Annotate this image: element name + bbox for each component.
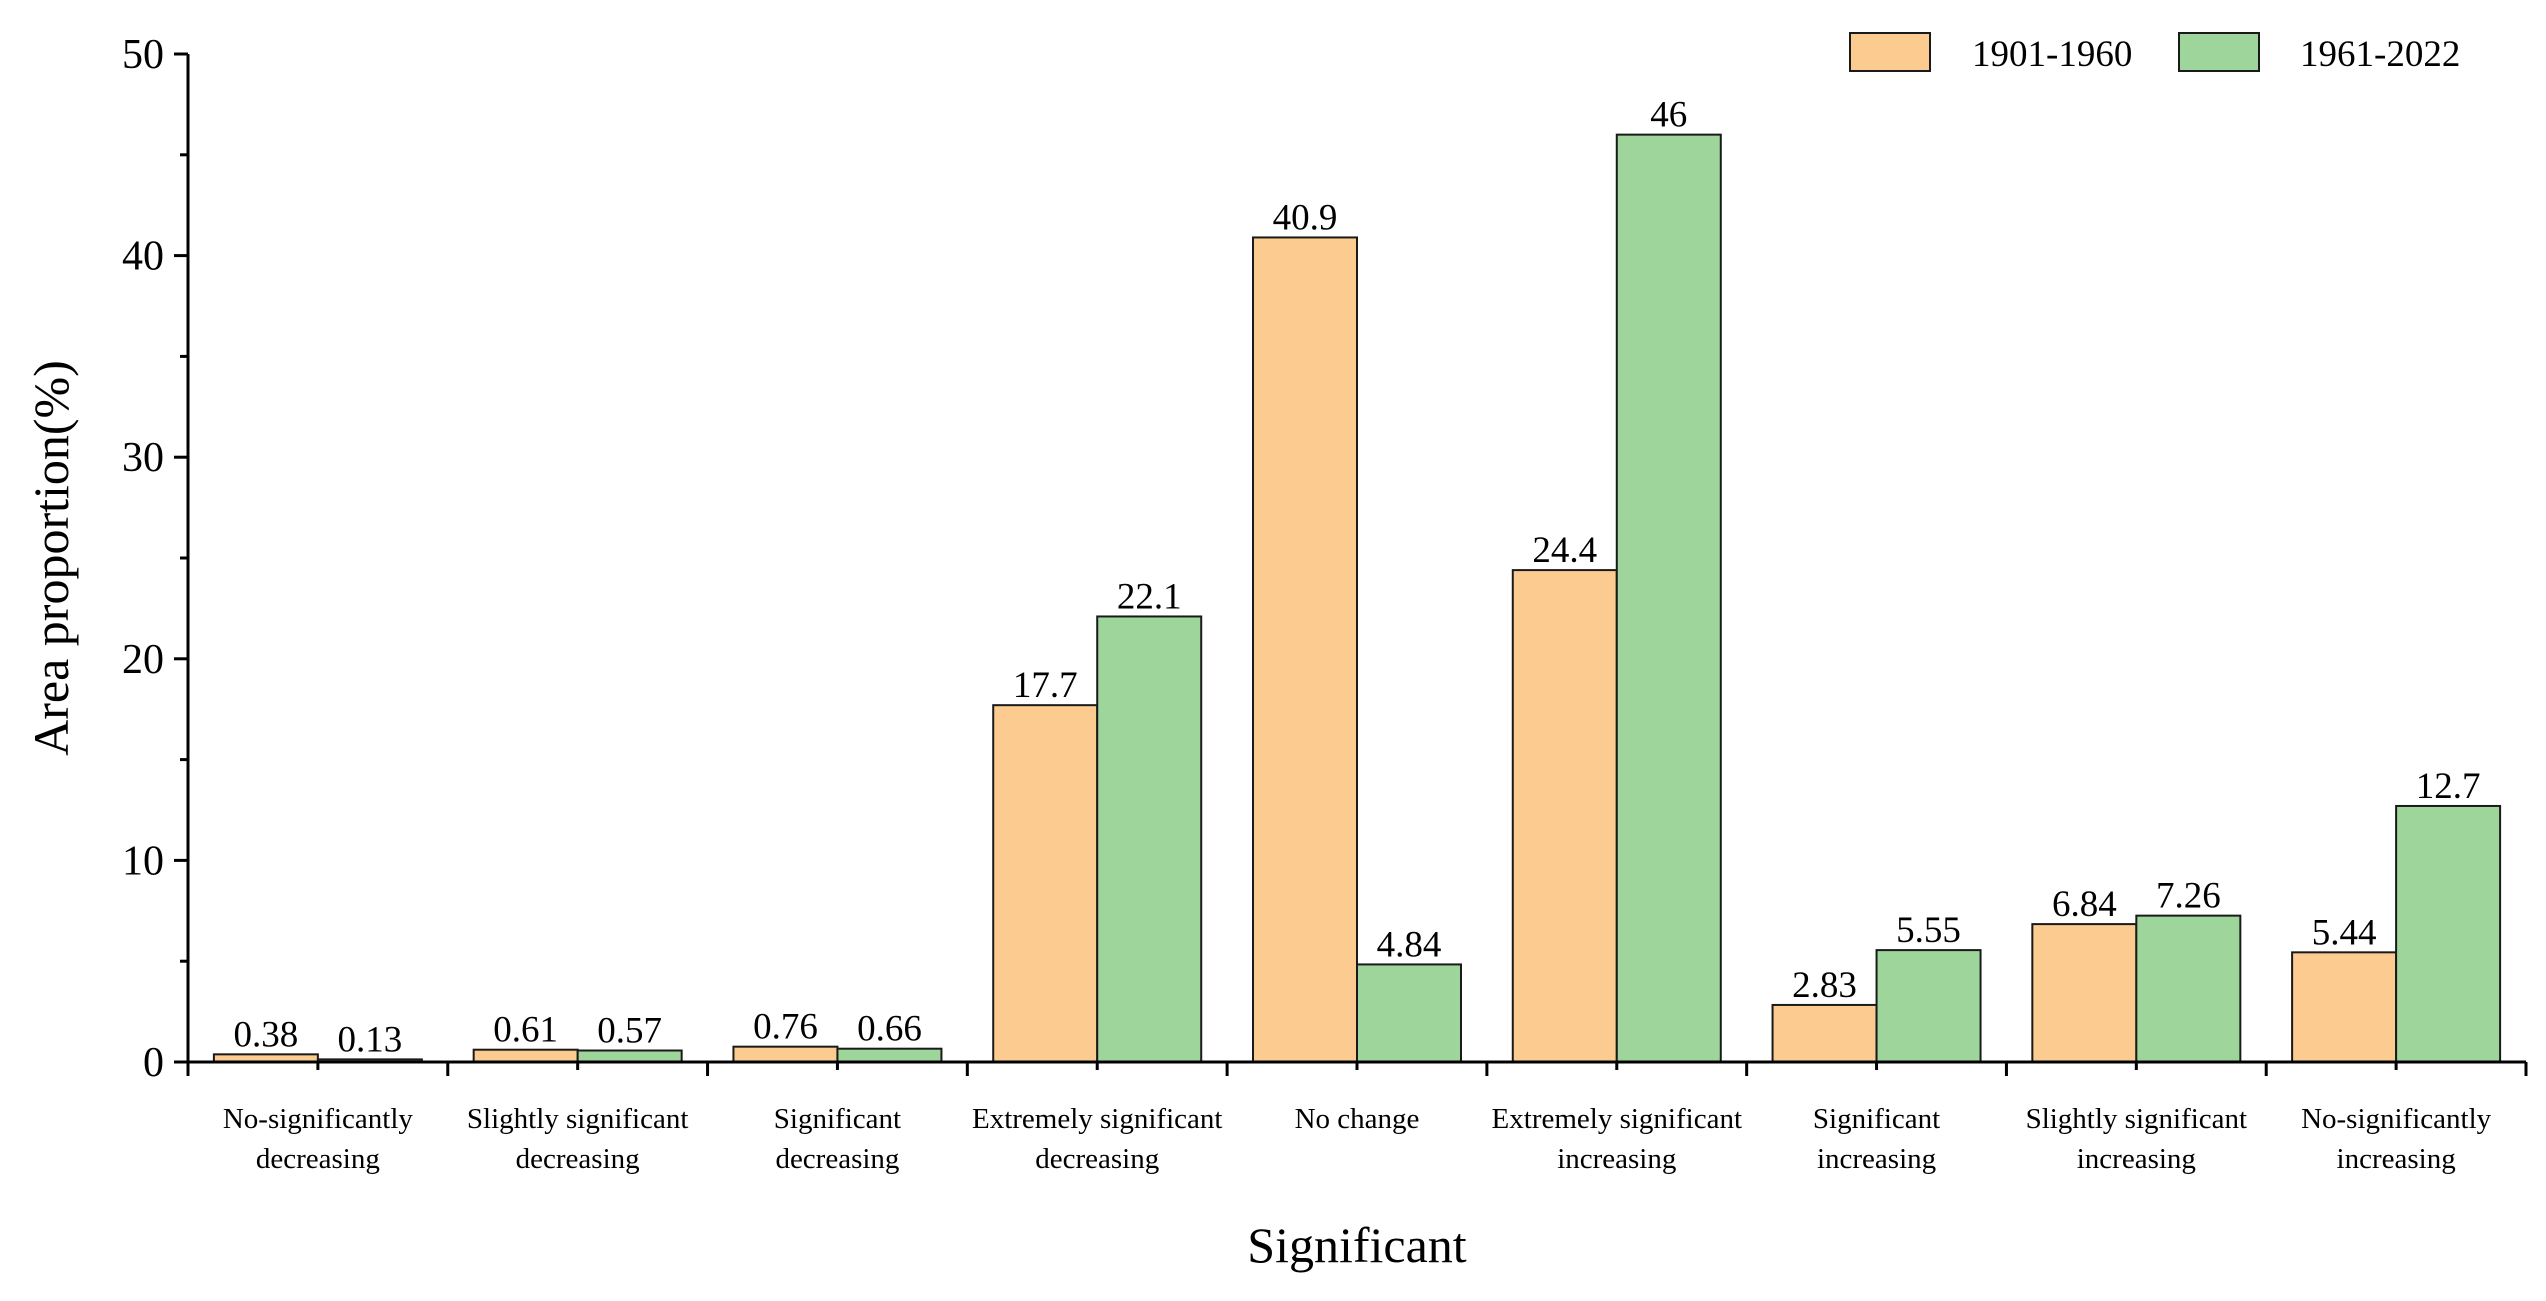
- x-axis-title: Significant: [1247, 1217, 1467, 1273]
- x-tick-label: Extremely significant: [972, 1103, 1222, 1135]
- y-tick-label: 20: [122, 637, 164, 683]
- bar-1961-2022-1: [576, 1049, 683, 1063]
- x-tick-label: Slightly significant: [2026, 1103, 2248, 1135]
- bar-1901-1960-6: [1771, 1003, 1878, 1064]
- bar-1901-1960-5: [1511, 569, 1618, 1063]
- data-label-1901-1960-6: 2.83: [1792, 965, 1857, 1006]
- x-tick-label: increasing: [2337, 1143, 2456, 1175]
- x-tick-label: decreasing: [256, 1143, 380, 1175]
- data-label-1961-2022-5: 46: [1650, 95, 1687, 136]
- bar-1901-1960-1: [472, 1048, 579, 1063]
- data-label-1901-1960-1: 0.61: [493, 1010, 558, 1051]
- bar-1961-2022-5: [1615, 133, 1722, 1063]
- bar-1961-2022-4: [1356, 963, 1462, 1063]
- y-tick-label: 50: [122, 32, 164, 78]
- data-label-1901-1960-2: 0.76: [753, 1007, 818, 1048]
- x-tick-label: increasing: [1817, 1143, 1936, 1175]
- data-label-1961-2022-7: 7.26: [2156, 876, 2221, 917]
- bar-1961-2022-7: [2135, 914, 2242, 1064]
- x-tick-label: No-significantly: [223, 1103, 414, 1135]
- bar-1961-2022-6: [1875, 949, 1982, 1063]
- y-tick-label: 40: [122, 234, 164, 280]
- data-label-1961-2022-2: 0.66: [857, 1009, 922, 1050]
- data-label-1961-2022-6: 5.55: [1896, 910, 1961, 951]
- x-tick-label: increasing: [2077, 1143, 2196, 1175]
- x-tick-label: Significant: [774, 1103, 901, 1135]
- data-label-1961-2022-4: 4.84: [1377, 924, 1442, 965]
- data-label-1901-1960-4: 40.9: [1273, 197, 1338, 238]
- x-tick-label: Significant: [1813, 1103, 1940, 1135]
- bar-1901-1960-3: [992, 704, 1099, 1064]
- data-label-1901-1960-0: 0.38: [234, 1014, 299, 1055]
- data-label-1901-1960-5: 24.4: [1532, 530, 1597, 571]
- bar-1961-2022-8: [2395, 804, 2502, 1064]
- bar-1901-1960-4: [1252, 236, 1358, 1063]
- x-tick-label: Extremely significant: [1492, 1103, 1742, 1135]
- data-label-1901-1960-8: 5.44: [2312, 912, 2377, 953]
- legend-label-1901-1960: 1901-1960: [1972, 34, 2132, 75]
- legend-label-1961-2022: 1961-2022: [2300, 34, 2460, 75]
- x-tick-label: decreasing: [516, 1143, 640, 1175]
- x-tick-label: Slightly significant: [467, 1103, 689, 1135]
- data-label-1961-2022-1: 0.57: [597, 1011, 662, 1052]
- y-tick-label: 30: [122, 435, 164, 481]
- data-label-1961-2022-0: 0.13: [338, 1019, 403, 1060]
- legend-swatch-1901-1960: [1849, 32, 1931, 72]
- bar-1961-2022-3: [1096, 615, 1203, 1063]
- x-tick-label: decreasing: [775, 1143, 899, 1175]
- bar-1901-1960-8: [2291, 951, 2398, 1063]
- y-tick-label: 0: [143, 1040, 164, 1086]
- data-label-1901-1960-3: 17.7: [1013, 665, 1078, 706]
- bar-1901-1960-7: [2031, 923, 2138, 1063]
- data-label-1961-2022-3: 22.1: [1117, 576, 1182, 617]
- x-tick-label: decreasing: [1035, 1143, 1159, 1175]
- y-axis-title: Area proportion(%): [23, 360, 79, 756]
- bar-1901-1960-2: [732, 1045, 839, 1063]
- legend-swatch-1961-2022: [2178, 32, 2260, 72]
- x-tick-label: No change: [1295, 1103, 1420, 1135]
- data-label-1961-2022-8: 12.7: [2416, 766, 2481, 807]
- data-label-1901-1960-7: 6.84: [2052, 884, 2117, 925]
- x-tick-label: increasing: [1557, 1143, 1676, 1175]
- x-tick-label: No-significantly: [2301, 1103, 2492, 1135]
- y-tick-label: 10: [122, 838, 164, 884]
- bar-1961-2022-2: [836, 1047, 943, 1064]
